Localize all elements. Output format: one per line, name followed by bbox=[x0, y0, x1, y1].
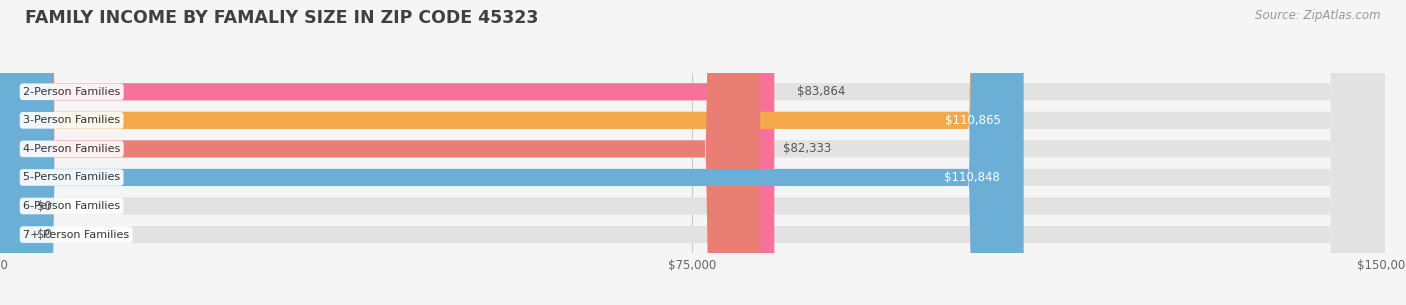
Text: 6-Person Families: 6-Person Families bbox=[22, 201, 120, 211]
FancyBboxPatch shape bbox=[0, 0, 1024, 305]
Text: $82,333: $82,333 bbox=[783, 142, 831, 155]
Text: $0: $0 bbox=[37, 228, 52, 241]
Text: $83,864: $83,864 bbox=[797, 85, 846, 98]
Text: 5-Person Families: 5-Person Families bbox=[22, 172, 120, 182]
Text: Source: ZipAtlas.com: Source: ZipAtlas.com bbox=[1256, 9, 1381, 22]
Text: $0: $0 bbox=[37, 199, 52, 213]
FancyBboxPatch shape bbox=[0, 0, 1024, 305]
Text: 7+ Person Families: 7+ Person Families bbox=[22, 230, 129, 240]
FancyBboxPatch shape bbox=[0, 0, 761, 305]
Text: 4-Person Families: 4-Person Families bbox=[22, 144, 121, 154]
Text: $110,865: $110,865 bbox=[945, 114, 1001, 127]
Text: $110,848: $110,848 bbox=[945, 171, 1000, 184]
Text: 3-Person Families: 3-Person Families bbox=[22, 115, 120, 125]
FancyBboxPatch shape bbox=[0, 0, 775, 305]
Text: 2-Person Families: 2-Person Families bbox=[22, 87, 121, 97]
Text: FAMILY INCOME BY FAMALIY SIZE IN ZIP CODE 45323: FAMILY INCOME BY FAMALIY SIZE IN ZIP COD… bbox=[25, 9, 538, 27]
